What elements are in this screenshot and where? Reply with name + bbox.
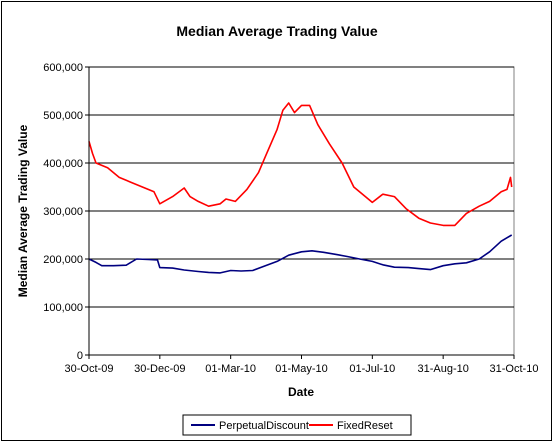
x-axis-ticks: 30-Oct-09 30-Dec-09 01-Mar-10 01-May-10 01-J…	[65, 355, 539, 375]
y-tick-label: 100,000	[43, 302, 83, 314]
series-lines	[88, 102, 513, 274]
y-tick-label: 600,000	[43, 62, 83, 74]
series-line-fixed-reset	[88, 102, 513, 227]
series-line-perpetual-discount	[88, 234, 513, 274]
gridlines	[89, 66, 514, 308]
y-tick-label: 400,000	[43, 158, 83, 170]
legend-box	[182, 414, 412, 436]
x-tick-label: 31-Aug-10	[417, 363, 468, 375]
x-tick-label: 31-Oct-10	[490, 363, 539, 375]
y-tick-label: 500,000	[43, 110, 83, 122]
chart-title: Median Average Trading Value	[176, 23, 377, 39]
legend: PerpetualDiscount FixedReset	[182, 414, 412, 436]
x-tick-label: 30-Oct-09	[65, 363, 114, 375]
legend-label-fixed-reset: FixedReset	[337, 420, 393, 432]
x-tick-label: 01-Mar-10	[205, 363, 256, 375]
y-axis-ticks: 0 100,000 200,000 300,000 400,000 500,000 600,…	[43, 62, 89, 362]
y-tick-label: 300,000	[43, 206, 83, 218]
y-tick-label: 200,000	[43, 254, 83, 266]
y-tick-label: 0	[77, 350, 83, 362]
legend-label-perpetual-discount: PerpetualDiscount	[219, 420, 309, 432]
x-tick-label: 01-Jul-10	[349, 363, 395, 375]
x-tick-label: 01-May-10	[275, 363, 328, 375]
x-tick-label: 30-Dec-09	[134, 363, 185, 375]
y-axis-title: Median Average Trading Value	[16, 124, 30, 297]
x-axis-title: Date	[288, 385, 314, 399]
